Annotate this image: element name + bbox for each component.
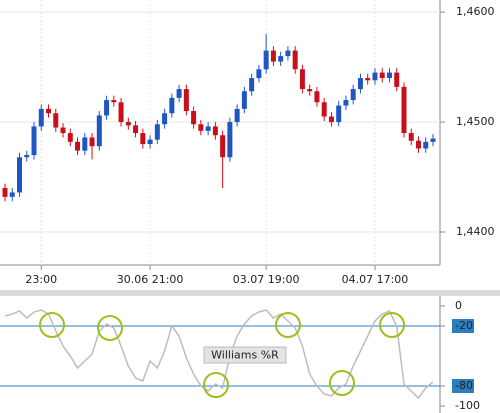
candle-body [24,155,30,158]
candle-body [263,50,269,70]
candle-body [350,89,356,101]
x-tick-label: 23:00 [25,273,57,286]
candle-body [270,50,276,62]
y-tick-label: 0 [455,299,462,312]
candle-body [154,124,160,140]
highlight-circle [329,370,355,396]
candle-body [278,56,284,62]
candle-body [314,91,320,103]
candle-body [372,72,378,81]
y-tick-label: -100 [455,399,480,412]
candle-body [31,126,37,156]
candle-body [96,115,102,147]
candle-body [9,192,15,197]
candle-body [408,133,414,141]
candle-body [111,100,117,103]
candle-body [205,126,211,131]
indicator-title: Williams %R [211,349,279,362]
highlight-circle [275,312,301,338]
candle-body [191,111,197,125]
highlight-circles [39,312,405,398]
indicator-line [4,309,434,400]
candle-body [169,97,175,114]
candle-body [140,133,146,145]
candle-body [321,102,327,117]
candle-body [343,100,349,106]
candle-body [198,124,204,131]
highlight-circle [39,312,65,338]
candle-body [125,122,131,126]
candle-body [118,102,124,123]
y-tick-label: 1,4400 [456,225,495,238]
highlight-circle [97,315,123,341]
highlight-circle [203,372,229,398]
candle-body [227,122,233,158]
candle-body [379,72,385,79]
candle-body [2,188,8,197]
candle-body [46,108,52,114]
candle-body [401,86,407,134]
candle-body [183,89,189,112]
candle-body [328,116,334,123]
indicator-title-box [203,346,287,364]
y-tick-label: 1,4500 [456,115,495,128]
highlight-circle [379,312,405,338]
candle-body [212,126,218,136]
candle-body [38,108,44,127]
y-tick-label: 1,4600 [456,5,495,18]
candle-body [357,78,363,90]
candle-body [60,127,66,134]
y-tick-label: -80 [455,379,473,392]
candle-body [285,50,291,57]
candle-body [430,138,436,142]
candle-body [365,78,371,81]
candle-body [75,141,81,151]
candle-body [336,105,342,123]
y-tick-label: -20 [455,319,473,332]
candle-body [133,125,139,134]
candle-body [415,140,421,149]
candle-body [386,72,392,79]
panel-separator [0,290,500,296]
candle-body [67,133,73,142]
x-tick-label: 04.07 17:00 [342,273,409,286]
candle-body [147,139,153,145]
candle-body [82,137,88,151]
y-tick-highlight [452,379,474,393]
candle-body [423,141,429,149]
x-tick-label: 30.06 21:00 [117,273,184,286]
candle-body [89,137,95,147]
candle-body [220,135,226,158]
candle-body [234,108,240,123]
candle-body [162,113,168,125]
candle-body [176,89,182,98]
y-tick-highlight [452,319,474,333]
candle-body [249,78,255,92]
candle-body [241,91,247,109]
candle-body [53,113,59,128]
candle-body [104,100,110,116]
candle-body [256,69,262,79]
candle-body [292,50,298,70]
candle-body [299,69,305,90]
x-tick-label: 03.07 19:00 [233,273,300,286]
candle-body [17,157,23,193]
candle-body [307,89,313,92]
candle-body [394,72,400,87]
